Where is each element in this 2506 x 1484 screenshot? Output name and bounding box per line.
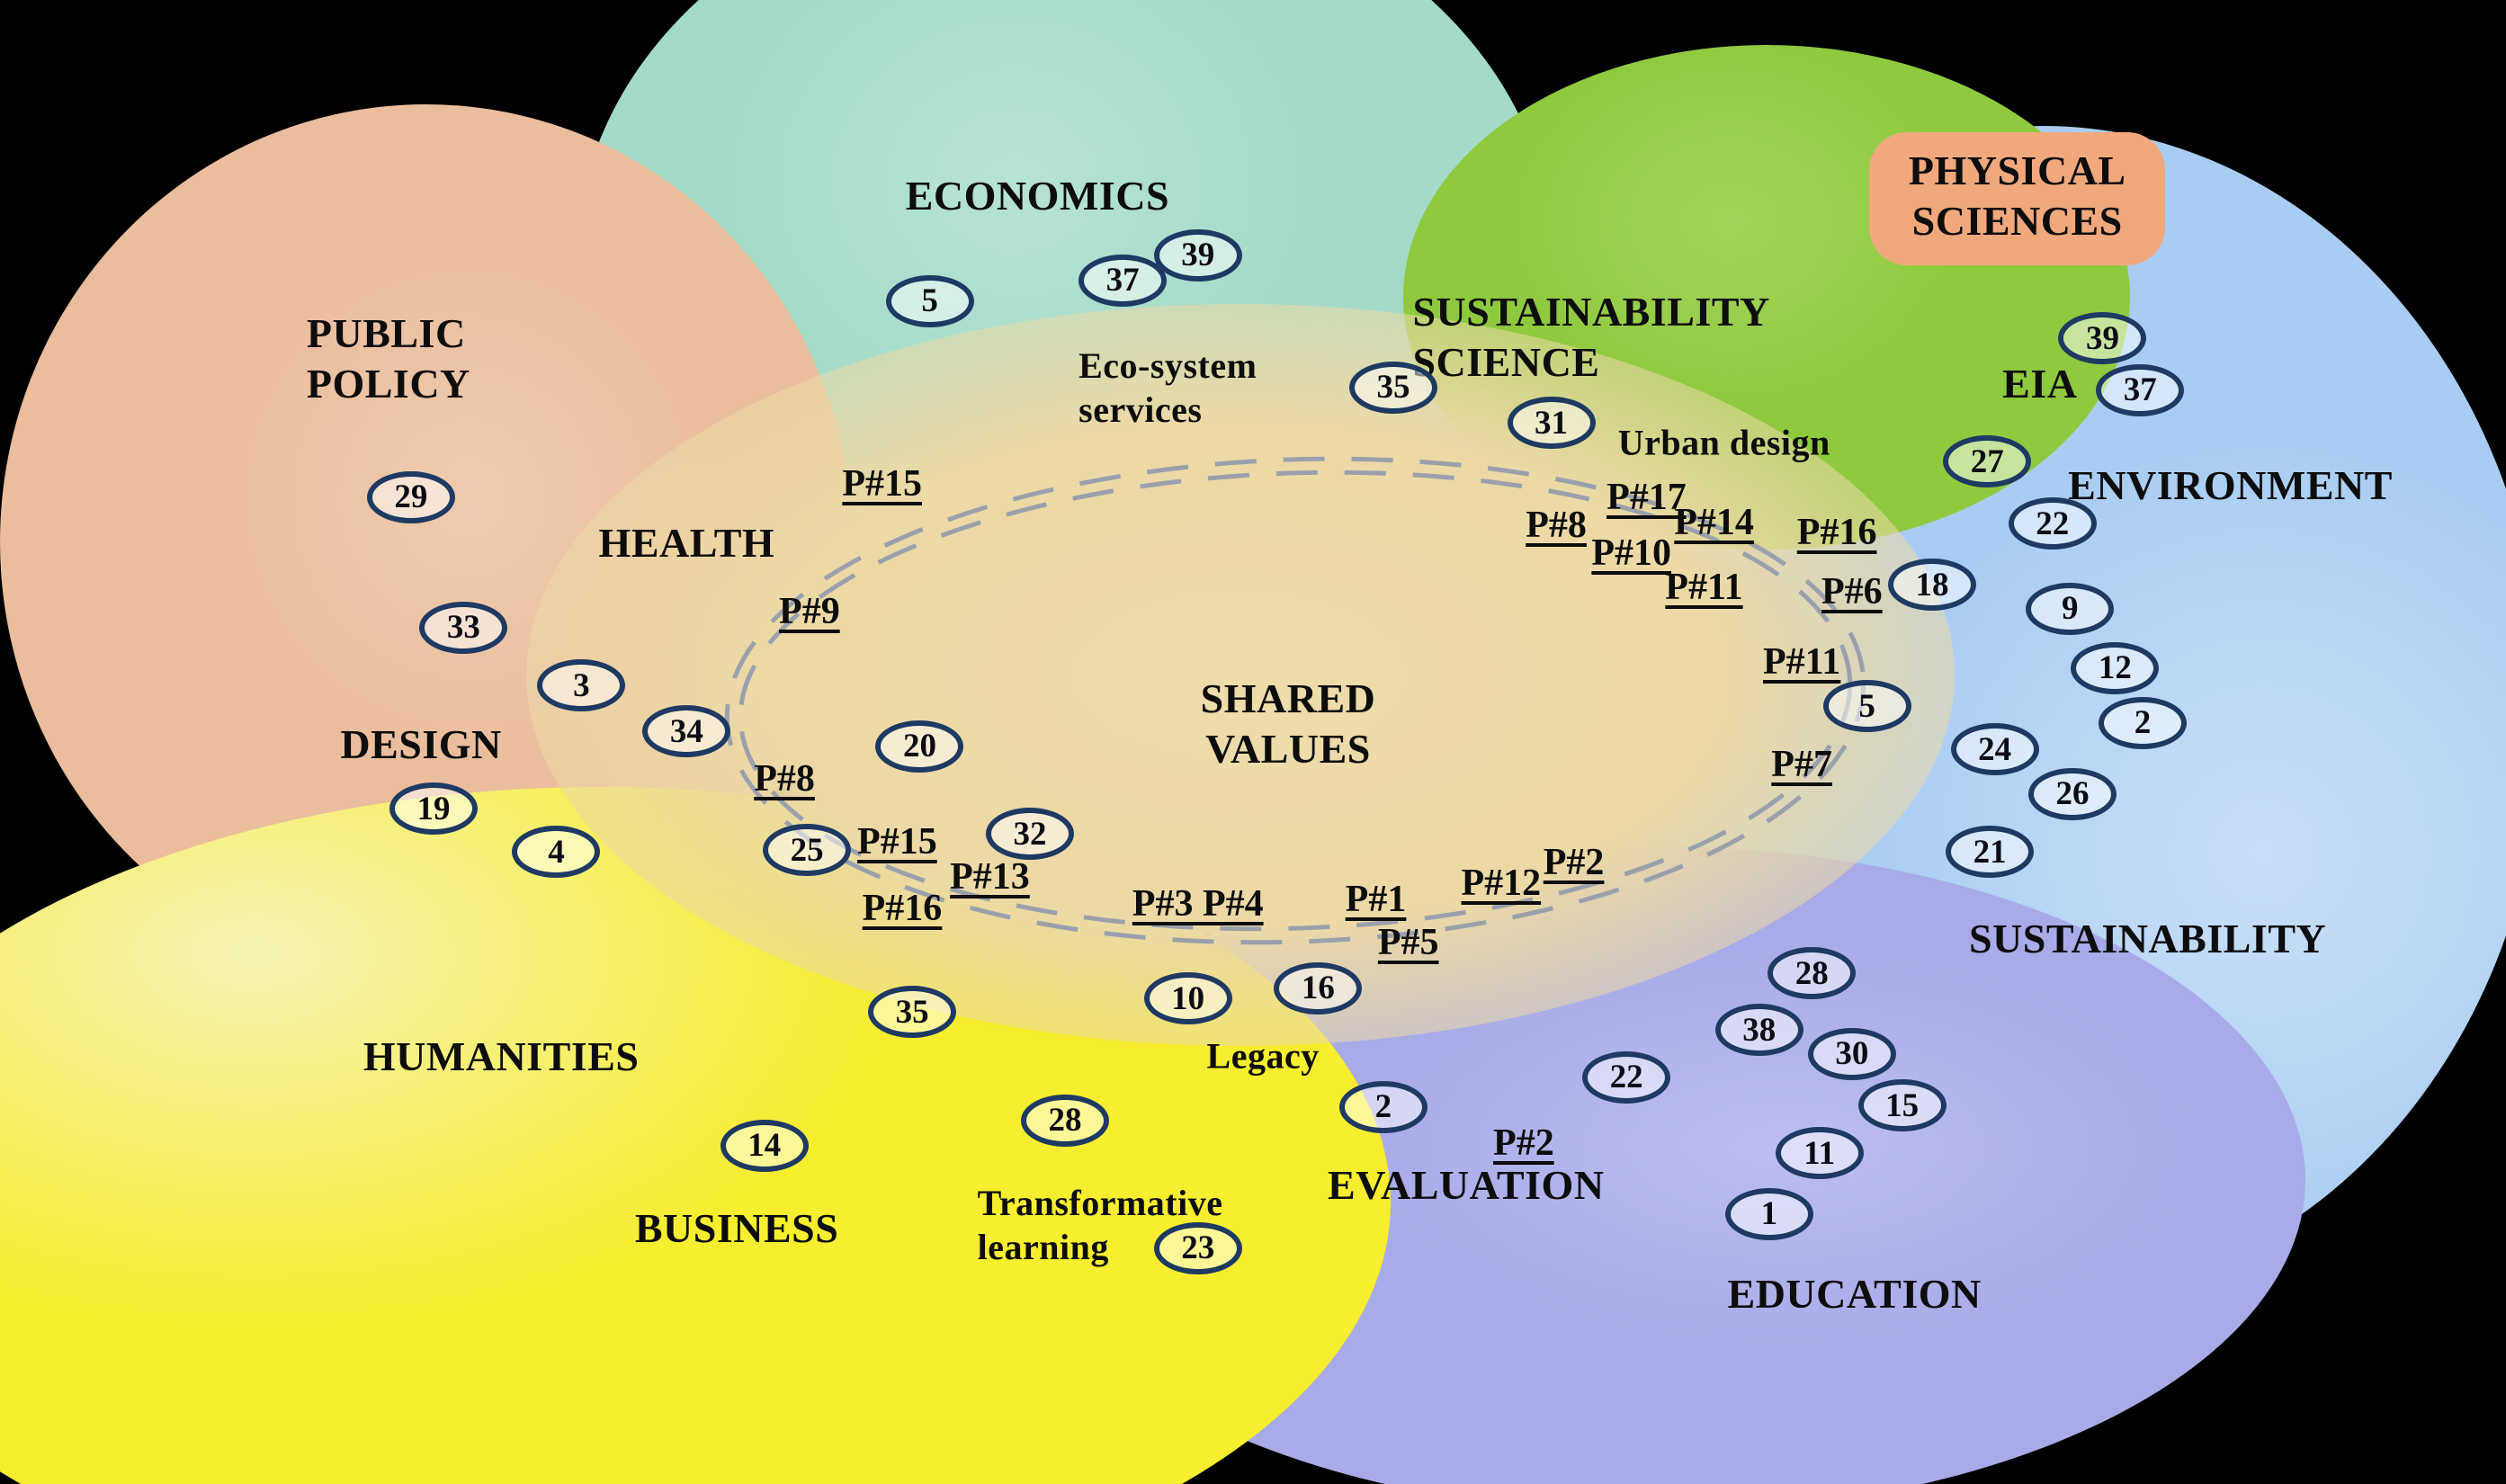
label-economics: ECONOMICS [905, 172, 1170, 219]
p-label-p12-9: P#12 [1461, 862, 1542, 904]
label-health: HEALTH [598, 519, 775, 566]
p-label-p15-3: P#15 [857, 820, 937, 863]
node-27-7: 27 [1943, 435, 2032, 488]
node-34-20: 34 [642, 705, 731, 758]
node-31-4: 31 [1507, 397, 1596, 450]
node-38-35: 38 [1714, 1004, 1803, 1057]
node-9-10: 9 [2026, 582, 2115, 635]
p-label-p6-17: P#6 [1821, 571, 1883, 613]
node-28-34: 28 [1768, 947, 1857, 1000]
node-26-14: 26 [2028, 767, 2117, 820]
p-label-p13-5: P#13 [950, 856, 1030, 898]
node-35-3: 35 [1349, 361, 1438, 414]
node-35-26: 35 [868, 986, 957, 1039]
p-label-p16-4: P#16 [862, 887, 943, 929]
node-28-28: 28 [1021, 1094, 1110, 1147]
label-transformative-learning: Transformative learning [977, 1183, 1223, 1267]
physical-sciences-blob [1869, 131, 2166, 266]
p-label-p9-1: P#9 [779, 590, 840, 632]
node-22-33: 22 [1582, 1050, 1671, 1104]
p-label-p17-12: P#17 [1607, 476, 1687, 518]
node-21-15: 21 [1946, 826, 2035, 879]
label-physical-sciences: PHYSICAL SCIENCES [1908, 147, 2126, 244]
p-label-p7-19: P#7 [1771, 743, 1832, 785]
node-5-0: 5 [885, 274, 974, 327]
p-label-p11-18: P#11 [1762, 640, 1841, 683]
node-37-1: 37 [1078, 254, 1168, 307]
node-2-12: 2 [2099, 696, 2188, 749]
p-label-p1-7: P#1 [1345, 878, 1407, 920]
label-humanities: HUMANITIES [362, 1033, 640, 1079]
p-label-p2-10: P#2 [1543, 841, 1605, 883]
node-10-30: 10 [1143, 972, 1232, 1025]
node-5-16: 5 [1822, 680, 1911, 733]
label-eia: EIA [2002, 361, 2078, 407]
node-23-29: 23 [1153, 1221, 1242, 1274]
node-16-31: 16 [1274, 961, 1363, 1015]
node-12-11: 12 [2071, 641, 2160, 694]
node-19-21: 19 [389, 782, 478, 836]
label-public-policy: PUBLIC POLICY [306, 310, 470, 407]
label-eco-system-services: Eco-system services [1078, 345, 1257, 431]
node-20-23: 20 [875, 720, 964, 773]
node-33-18: 33 [419, 601, 508, 654]
node-30-36: 30 [1807, 1027, 1896, 1080]
p-label-p15-0: P#15 [842, 462, 922, 505]
p-label-p14-13: P#14 [1674, 501, 1754, 543]
node-4-22: 4 [512, 826, 601, 879]
p-label-p16-16: P#16 [1796, 512, 1877, 554]
label-shared-values: SHARED VALUES [1200, 675, 1376, 773]
p-label-p3p4-6: P#3 P#4 [1132, 882, 1264, 925]
p-label-p8-11: P#8 [1526, 505, 1587, 547]
node-24-13: 24 [1950, 723, 2039, 776]
node-39-5: 39 [2058, 312, 2147, 365]
node-25-24: 25 [763, 824, 852, 877]
label-evaluation: EVALUATION [1328, 1162, 1605, 1209]
node-32-25: 32 [986, 808, 1075, 861]
label-sustainability: SUSTAINABILITY [1968, 916, 2327, 962]
p-label-p10-14: P#10 [1591, 532, 1671, 575]
shared-values-overlap-blob [526, 304, 1956, 1047]
label-sustainability-science: SUSTAINABILITY SCIENCE [1412, 288, 1770, 385]
label-business: BUSINESS [634, 1205, 839, 1252]
node-22-8: 22 [2008, 497, 2097, 550]
label-legacy: Legacy [1206, 1035, 1320, 1077]
node-2-32: 2 [1338, 1080, 1428, 1133]
node-14-27: 14 [720, 1119, 809, 1172]
node-3-19: 3 [537, 659, 626, 712]
p-label-p2-20: P#2 [1493, 1122, 1554, 1164]
node-1-39: 1 [1724, 1187, 1813, 1240]
node-37-6: 37 [2096, 363, 2185, 416]
label-education: EDUCATION [1727, 1270, 1982, 1317]
node-39-2: 39 [1153, 228, 1242, 282]
label-design: DESIGN [340, 721, 502, 768]
label-urban-design: Urban design [1617, 422, 1830, 463]
node-11-38: 11 [1775, 1127, 1864, 1180]
node-15-37: 15 [1857, 1079, 1947, 1132]
node-18-9: 18 [1888, 559, 1976, 612]
node-29-17: 29 [366, 470, 455, 523]
label-environment: ENVIRONMENT [2068, 461, 2393, 508]
p-label-p5-8: P#5 [1377, 921, 1439, 963]
p-label-p11-15: P#11 [1665, 567, 1743, 609]
p-label-p8-2: P#8 [754, 758, 815, 800]
